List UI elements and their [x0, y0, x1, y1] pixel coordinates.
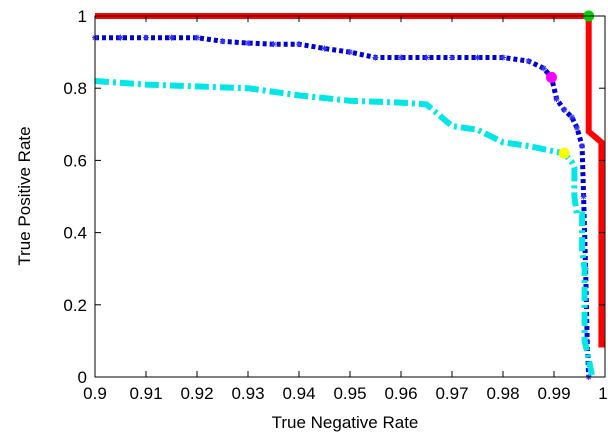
- series-2-point-10: [321, 45, 328, 52]
- series-2-point-23: [568, 114, 575, 121]
- operating-point-marker-3: [558, 147, 570, 159]
- series-line-1: [95, 13, 605, 348]
- y-axis-label: True Positive Rate: [15, 126, 34, 265]
- x-tick-label: 0.92: [180, 384, 213, 403]
- series-2-point-24: [573, 124, 580, 131]
- y-tick-label: 1: [78, 7, 87, 26]
- x-tick-label: 0.91: [129, 384, 162, 403]
- series-2-point-11: [347, 49, 353, 56]
- x-tick-label: 0.96: [384, 384, 417, 403]
- x-tick-label: 0.99: [537, 384, 570, 403]
- series-2-point-22: [561, 106, 568, 113]
- series-2-point-3: [143, 34, 149, 41]
- x-tick-label: 0.9: [83, 384, 107, 403]
- series-2-point-25: [579, 142, 586, 149]
- series-2-point-21: [553, 96, 560, 103]
- y-tick-label: 0.8: [63, 79, 87, 98]
- x-tick-label: 0.93: [231, 384, 264, 403]
- y-tick-label: 0.4: [63, 224, 87, 243]
- x-tick-label: 0.98: [486, 384, 519, 403]
- x-tick-label: 0.97: [435, 384, 468, 403]
- tick-labels-layer: 0.9 0.91 0.92 0.93 0.94 0.95 0.96 0.97 0.98 0.99 1…: [63, 7, 607, 403]
- series-2-point-18: [525, 58, 532, 65]
- series-2-point-17: [500, 54, 506, 61]
- x-tick-label: 0.94: [282, 384, 315, 403]
- x-tick-label: 0.95: [333, 384, 366, 403]
- series-line-2: [95, 35, 592, 378]
- series-2-point-8: [270, 41, 277, 48]
- y-tick-label: 0.6: [63, 151, 87, 170]
- series-2-point-12: [372, 54, 379, 61]
- series-2-point-13: [398, 54, 404, 61]
- series-2-point-26: [580, 193, 587, 200]
- series-2-point-6: [219, 38, 226, 45]
- x-axis-label: True Negative Rate: [272, 413, 419, 432]
- y-tick-label: 0.2: [63, 296, 87, 315]
- series-2-point-4: [168, 34, 175, 41]
- y-tick-label: 0: [78, 368, 87, 387]
- series-2-point-15: [449, 54, 455, 61]
- series-2-point-19: [540, 65, 547, 72]
- series-2-point-2: [117, 34, 124, 41]
- x-tick-label: 1: [598, 384, 607, 403]
- series-2-point-14: [423, 54, 430, 61]
- series-2-point-5: [194, 34, 200, 41]
- series-line-3: [94, 78, 596, 378]
- series-2-point-7: [245, 40, 251, 47]
- series-layer: [92, 10, 605, 380]
- series-2-point-16: [474, 54, 481, 61]
- plot-frame: [94, 15, 606, 378]
- operating-point-marker-2: [545, 71, 557, 83]
- ticks-layer: [94, 15, 606, 378]
- series-2-point-9: [296, 41, 302, 48]
